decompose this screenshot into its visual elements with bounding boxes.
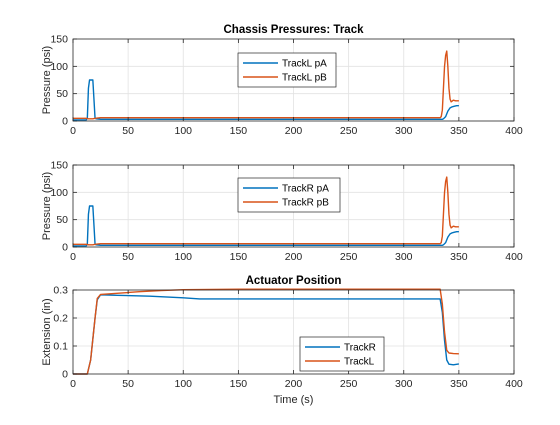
series-line-2 (73, 176, 459, 246)
legend: TrackR TrackL (299, 336, 385, 372)
y-tick-label: 150 (50, 34, 68, 46)
x-tick-label: 300 (395, 125, 413, 137)
x-tick-label: 250 (340, 251, 358, 263)
y-tick-label: 50 (56, 214, 68, 226)
x-tick-label: 0 (70, 125, 76, 137)
y-tick-label: 100 (50, 187, 68, 199)
legend-entry-2: TrackL (344, 357, 375, 368)
x-tick-label: 400 (505, 125, 523, 137)
legend-box (299, 336, 385, 372)
y-axis-label: Extension (in) (41, 298, 53, 365)
x-tick-label: 0 (70, 378, 76, 390)
x-tick-label: 350 (450, 378, 468, 390)
series-line-1 (73, 79, 459, 121)
legend-entry-2: TrackL pB (282, 73, 327, 84)
chart-2: 0 50 100 150 200 250 300 350 400050100150Pressur… (41, 160, 523, 264)
y-axis-label: Pressure (psi) (41, 46, 53, 114)
series-line-2 (73, 50, 459, 120)
y-tick-label: 100 (50, 61, 68, 73)
x-tick-label: 250 (340, 125, 358, 137)
chart-title: Actuator Position (246, 275, 342, 287)
x-tick-label: 100 (174, 125, 192, 137)
x-tick-label: 0 (70, 251, 76, 263)
x-tick-label: 300 (395, 251, 413, 263)
legend-entry-1: TrackR (344, 343, 376, 354)
legend-entry-2: TrackR pB (282, 198, 329, 209)
chart-1: 0 50 100 150 200 250 300 350 400 0 50 100 150 Chassis… (41, 24, 523, 137)
x-tick-label: 50 (122, 125, 134, 137)
x-tick-label: 50 (122, 251, 134, 263)
x-tick-label: 350 (450, 251, 468, 263)
y-tick-label: 0.2 (53, 313, 68, 325)
legend-box (237, 177, 341, 213)
y-tick-label: 0 (62, 242, 68, 254)
chart-title: Chassis Pressures: Track (223, 24, 364, 36)
legend: TrackR pA TrackR pB (237, 177, 341, 213)
x-tick-label: 200 (285, 125, 303, 137)
legend-entry-1: TrackL pA (282, 59, 327, 70)
x-tick-label: 50 (122, 378, 134, 390)
y-tick-label: 0.1 (53, 341, 68, 353)
x-tick-label: 400 (505, 378, 523, 390)
y-tick-label: 0 (62, 369, 68, 381)
x-tick-label: 150 (230, 125, 248, 137)
x-tick-label: 250 (340, 378, 358, 390)
y-axis-label: Pressure (psi) (41, 172, 53, 240)
x-tick-label: 150 (230, 251, 248, 263)
x-tick-label: 150 (230, 378, 248, 390)
x-tick-label: 200 (285, 378, 303, 390)
x-tick-label: 100 (174, 251, 192, 263)
x-tick-label: 400 (505, 251, 523, 263)
y-tick-label: 150 (50, 160, 68, 172)
x-axis-label: Time (s) (274, 394, 314, 406)
chart-3: 0 50 100 150 200 250 300 350 400 0 0.1 0.2 0.3 Actuat… (41, 275, 523, 406)
legend: TrackL pA TrackL pB (237, 52, 337, 88)
y-tick-label: 50 (56, 88, 68, 100)
x-tick-label: 200 (285, 251, 303, 263)
legend-entry-1: TrackR pA (282, 184, 329, 195)
legend-box (237, 52, 337, 88)
series-line-1 (73, 205, 459, 247)
y-tick-label: 0.3 (53, 285, 68, 297)
x-tick-label: 350 (450, 125, 468, 137)
x-tick-label: 100 (174, 378, 192, 390)
y-tick-label: 0 (62, 116, 68, 128)
x-tick-label: 300 (395, 378, 413, 390)
